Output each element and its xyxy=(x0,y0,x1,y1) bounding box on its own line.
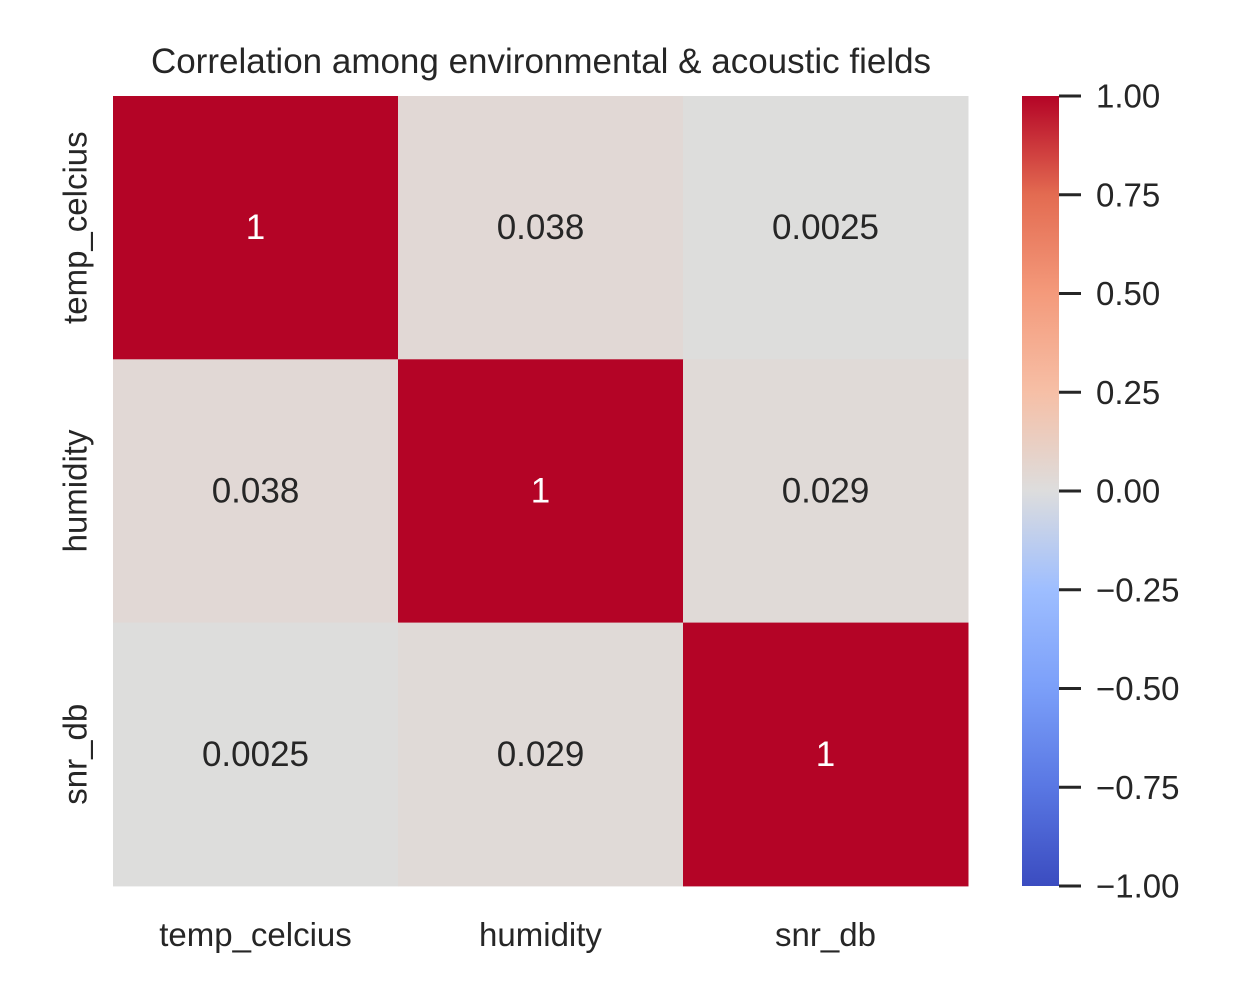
heatmap-cell xyxy=(113,96,399,360)
heatmap-cell-labels: 1 0.038 0.0025 0.038 1 0.029 0.0025 0.029 1 xyxy=(202,208,879,774)
cell-value-label: 1 xyxy=(246,208,265,247)
colorbar-tick-label: 0.00 xyxy=(1096,473,1160,510)
colorbar-tick-label: 0.25 xyxy=(1096,374,1160,411)
colorbar-tick-label: 1.00 xyxy=(1096,78,1160,115)
cell-value-label: 0.038 xyxy=(497,208,585,247)
colorbar-tick-label: −0.50 xyxy=(1096,670,1180,707)
heatmap-cell xyxy=(683,359,969,624)
heatmap-cell xyxy=(113,622,399,887)
y-axis-ticks: temp_celcius humidity snr_db xyxy=(57,131,94,804)
heatmap-cells xyxy=(113,96,969,887)
cell-value-label: 0.038 xyxy=(212,471,300,510)
colorbar-ticks: 1.00 0.75 0.50 0.25 0.00 −0.25 −0.50 −0.75 −1.00 xyxy=(1059,78,1180,905)
heatmap-cell xyxy=(113,359,399,624)
cell-value-label: 0.029 xyxy=(497,735,585,774)
colorbar-tick-label: 0.50 xyxy=(1096,275,1160,312)
cell-value-label: 0.0025 xyxy=(202,735,309,774)
cell-value-label: 0.029 xyxy=(782,471,870,510)
y-tick-label: temp_celcius xyxy=(57,131,94,324)
chart-title: Correlation among environmental & acoust… xyxy=(151,42,931,81)
heatmap-cell xyxy=(398,622,684,887)
y-tick-label: snr_db xyxy=(57,704,94,805)
colorbar-tick-label: 0.75 xyxy=(1096,176,1160,213)
heatmap-cell xyxy=(683,96,969,360)
y-tick-label: humidity xyxy=(57,429,94,552)
colorbar-tick-label: −1.00 xyxy=(1096,868,1180,905)
x-axis-ticks: temp_celcius humidity snr_db xyxy=(159,916,876,953)
heatmap-cell xyxy=(398,359,684,624)
heatmap-cell xyxy=(683,622,969,887)
colorbar-tick-label: −0.25 xyxy=(1096,571,1180,608)
x-tick-label: humidity xyxy=(479,916,602,953)
colorbar-tick-label: −0.75 xyxy=(1096,769,1180,806)
cell-value-label: 1 xyxy=(531,471,550,510)
cell-value-label: 1 xyxy=(816,735,835,774)
cell-value-label: 0.0025 xyxy=(772,208,879,247)
heatmap-cell xyxy=(398,96,684,360)
colorbar xyxy=(1022,96,1059,886)
x-tick-label: temp_celcius xyxy=(159,916,352,953)
x-tick-label: snr_db xyxy=(775,916,876,953)
